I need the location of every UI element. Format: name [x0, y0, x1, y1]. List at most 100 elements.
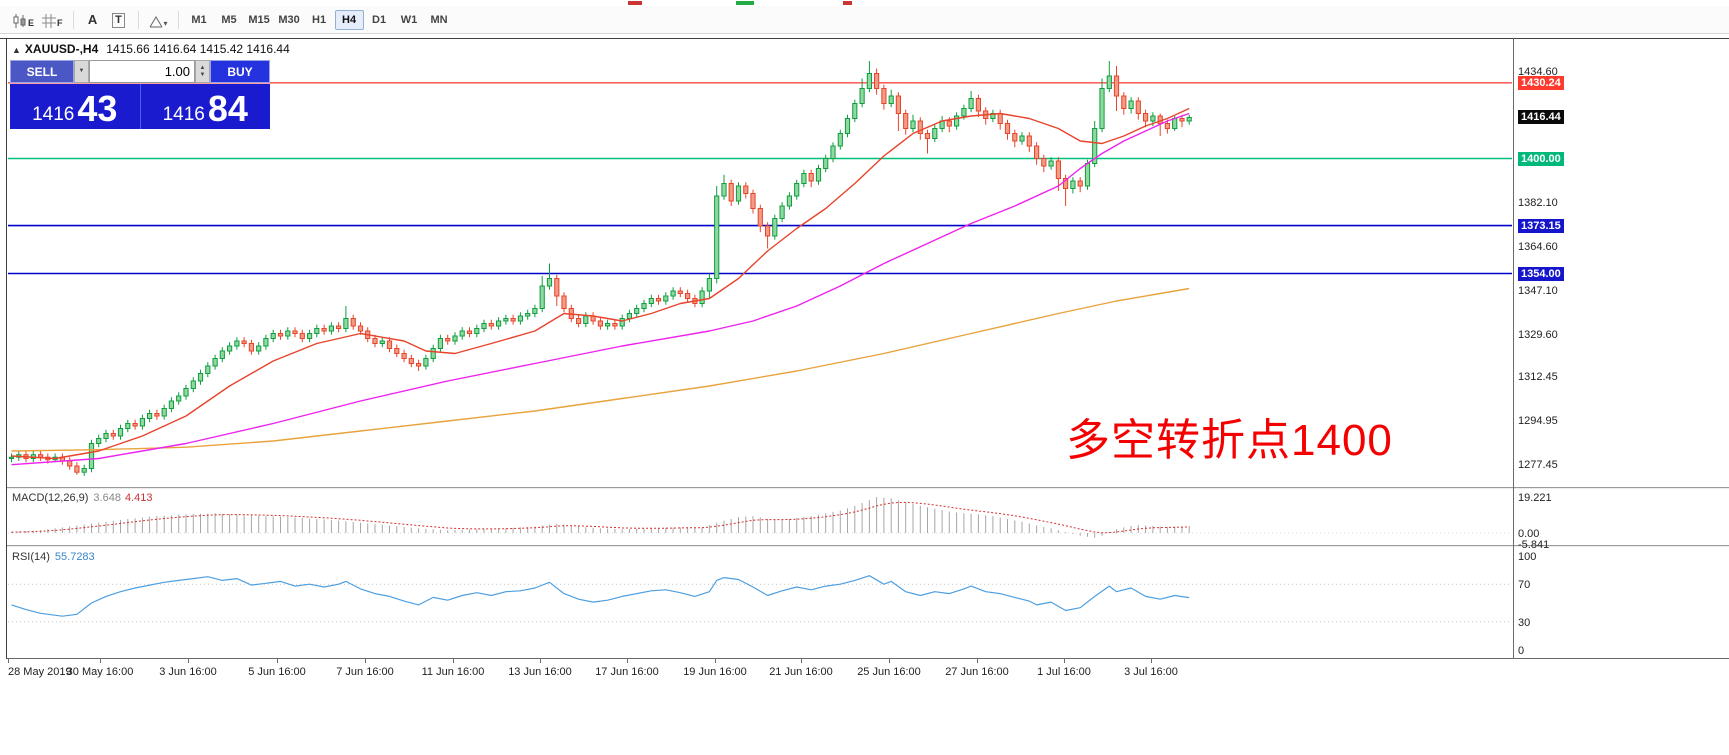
ask-main-digits: 1416	[162, 104, 205, 125]
clipped-top-row	[0, 0, 1729, 6]
time-axis-label: 1 Jul 16:00	[1037, 666, 1091, 678]
timeframe-button-m1[interactable]: M1	[185, 10, 214, 30]
panel-splitter[interactable]	[7, 487, 1729, 489]
rsi-axis-label: 70	[1518, 579, 1531, 592]
down-arrow-icon: ▼	[199, 71, 206, 78]
candlestick-chart-tool-button[interactable]: E	[8, 9, 38, 31]
bid-price-display: 1416 43	[10, 84, 140, 129]
timeframe-button-w1[interactable]: W1	[395, 10, 424, 30]
panel-splitter[interactable]	[7, 545, 1729, 547]
time-tick	[277, 659, 278, 663]
time-axis[interactable]: 28 May 2019 30 May 16:00 3 Jun 16:00 5 Jun …	[0, 659, 1729, 689]
rsi-axis-label: 30	[1518, 616, 1531, 629]
text-tool-button[interactable]: T	[106, 9, 132, 31]
toolbar-separator	[177, 10, 179, 29]
time-tick	[540, 659, 541, 663]
text-icon: T	[112, 13, 125, 28]
price-tag: 1400.00	[1518, 151, 1564, 166]
bid-ask-display: 1416 43 1416 84	[10, 84, 270, 129]
time-tick	[627, 659, 628, 663]
clipped-content-artifact	[628, 1, 642, 5]
time-axis-label: 30 May 16:00	[66, 666, 134, 678]
text-label-icon: A	[87, 12, 98, 28]
rsi-indicator-label: RSI(14) 55.7283	[12, 551, 95, 563]
grid-icon	[42, 13, 57, 28]
volume-stepper[interactable]: ▲ ▼	[195, 60, 210, 83]
time-axis-label: 13 Jun 16:00	[508, 666, 572, 678]
shapes-tool-button[interactable]: ▾	[145, 9, 172, 31]
time-axis-label: 7 Jun 16:00	[336, 666, 394, 678]
ohlc-label: 1415.66 1416.64 1415.42 1416.44	[106, 42, 290, 56]
sell-button[interactable]: SELL	[10, 60, 74, 83]
price-axis[interactable]: 1434.60 1430.24 1416.44 1400.00 1382.10 1373.…	[1514, 0, 1728, 755]
price-axis-label: 1434.60	[1518, 66, 1558, 78]
rsi-value: 55.7283	[54, 551, 95, 563]
price-scale-border	[1513, 38, 1514, 659]
price-axis-label: 1364.60	[1518, 241, 1558, 253]
symbol-timeframe-label: XAUUSD-,H4	[24, 42, 99, 56]
time-axis-label: 28 May 2019	[8, 666, 72, 678]
timeframe-button-h4[interactable]: H4	[334, 9, 364, 30]
price-axis-label: 1294.95	[1518, 415, 1558, 428]
text-label-tool-button[interactable]: A	[80, 9, 106, 31]
volume-input[interactable]	[89, 60, 195, 83]
tool-badge: E	[28, 17, 35, 28]
chart-header: ▲ XAUUSD-,H4 1415.66 1416.64 1415.42 1416.…	[12, 42, 290, 56]
time-tick	[977, 659, 978, 663]
time-axis-label: 19 Jun 16:00	[683, 666, 747, 678]
timeframe-button-mn[interactable]: MN	[425, 10, 454, 30]
macd-plot[interactable]	[8, 490, 1512, 545]
time-tick	[188, 659, 189, 663]
one-click-panel-toggle-icon[interactable]: ▲	[12, 45, 21, 55]
macd-signal-value: 4.413	[124, 492, 153, 504]
one-click-trading-panel: SELL ▼ ▲▼ BUY 1416 43 1416 84	[10, 60, 270, 129]
shapes-icon	[149, 15, 162, 27]
toolbar-separator	[72, 10, 74, 29]
chart-window-left-border	[6, 38, 7, 659]
time-tick	[1151, 659, 1152, 663]
price-axis-label: 1277.45	[1518, 458, 1558, 471]
ask-big-digits: 84	[207, 88, 248, 130]
time-tick	[453, 659, 454, 663]
toolbar-separator	[137, 10, 139, 29]
timeframe-button-h1[interactable]: H1	[305, 10, 334, 30]
volume-decrease-button[interactable]: ▼	[74, 60, 89, 83]
time-axis-label: 11 Jun 16:00	[421, 666, 485, 678]
timeframe-button-m15[interactable]: M15	[245, 10, 274, 30]
time-axis-label: 3 Jul 16:00	[1124, 666, 1178, 678]
time-tick	[8, 659, 9, 663]
bid-big-digits: 43	[77, 88, 118, 130]
time-tick	[100, 659, 101, 663]
tool-badge: F	[57, 17, 63, 28]
time-tick	[715, 659, 716, 663]
buy-button[interactable]: BUY	[210, 60, 270, 83]
rsi-plot[interactable]	[8, 548, 1512, 657]
time-tick	[889, 659, 890, 663]
clipped-content-artifact	[736, 1, 754, 5]
toolbar: E F A T ▾ M1 M5 M15 M30 H1 H4 D1 W1 MN	[0, 6, 1729, 34]
price-tag: 1430.24	[1518, 75, 1564, 90]
price-axis-label: 1329.60	[1518, 328, 1558, 341]
time-axis-label: 25 Jun 16:00	[857, 666, 921, 678]
grid-tool-button[interactable]: F	[38, 9, 67, 31]
price-tag: 1373.15	[1518, 218, 1564, 233]
down-arrow-icon: ▼	[78, 68, 85, 75]
main-chart-plot[interactable]	[8, 40, 1512, 488]
time-axis-label: 3 Jun 16:00	[159, 666, 217, 678]
timeframe-button-m5[interactable]: M5	[215, 10, 244, 30]
price-axis-label: 1312.45	[1518, 371, 1558, 384]
macd-main-value: 3.648	[93, 492, 121, 504]
time-axis-label: 27 Jun 16:00	[945, 666, 1009, 678]
candlestick-icon	[13, 13, 26, 28]
rsi-axis-label: 100	[1518, 551, 1537, 563]
ask-price-display: 1416 84	[139, 84, 271, 130]
macd-axis-label: 19.221	[1518, 491, 1552, 504]
timeframe-button-m30[interactable]: M30	[275, 10, 304, 30]
rsi-name: RSI(14)	[12, 551, 50, 563]
timeframe-button-d1[interactable]: D1	[365, 10, 394, 30]
macd-indicator-label: MACD(12,26,9) 3.648 4.413	[12, 492, 152, 504]
chart-window-top-border	[0, 38, 1729, 39]
bid-main-digits: 1416	[32, 104, 75, 125]
dropdown-caret-icon: ▾	[163, 18, 168, 28]
time-tick	[801, 659, 802, 663]
